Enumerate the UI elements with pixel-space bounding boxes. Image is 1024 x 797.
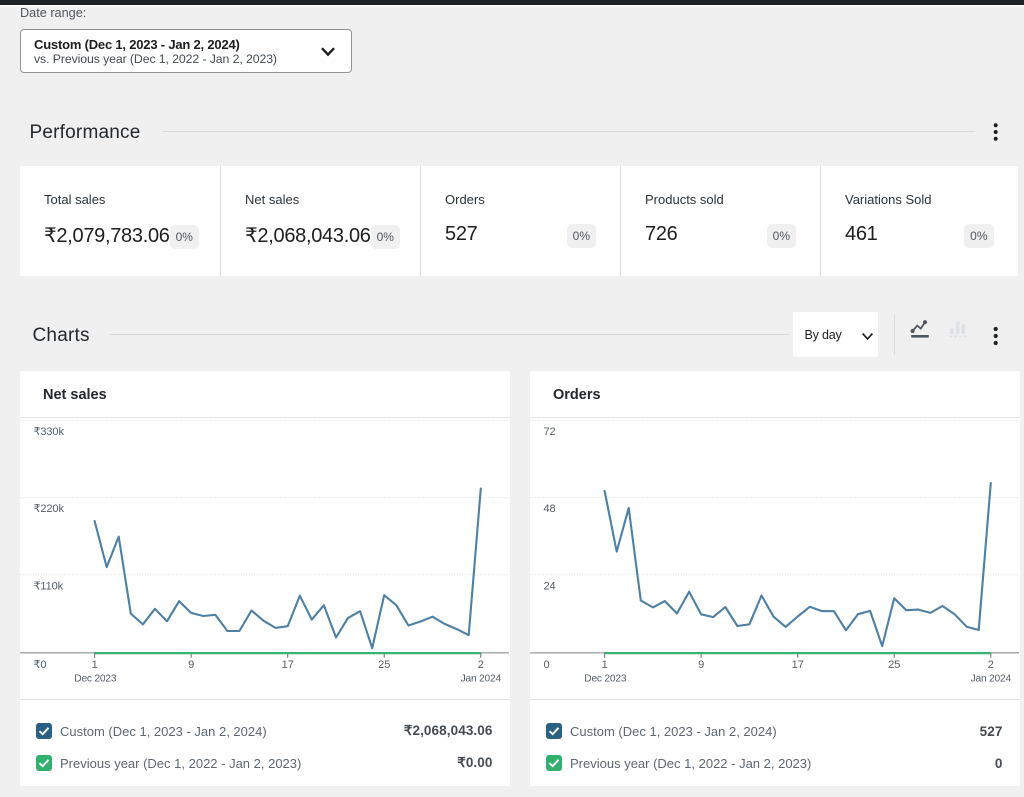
svg-text:1: 1 — [602, 659, 608, 671]
svg-text:72: 72 — [544, 426, 556, 438]
svg-text:Dec 2023: Dec 2023 — [584, 673, 627, 684]
svg-text:₹110k: ₹110k — [34, 580, 64, 592]
svg-text:25: 25 — [378, 659, 390, 671]
svg-text:Dec 2023: Dec 2023 — [74, 673, 117, 684]
svg-text:9: 9 — [698, 659, 704, 671]
svg-text:48: 48 — [544, 503, 556, 515]
svg-text:2: 2 — [478, 659, 484, 671]
svg-text:₹0: ₹0 — [34, 659, 47, 671]
svg-text:1: 1 — [92, 659, 98, 671]
svg-text:24: 24 — [544, 580, 556, 592]
svg-text:25: 25 — [888, 659, 900, 671]
svg-text:17: 17 — [282, 659, 294, 671]
svg-text:Jan 2024: Jan 2024 — [461, 673, 502, 684]
svg-text:17: 17 — [792, 659, 804, 671]
svg-text:9: 9 — [188, 659, 194, 671]
svg-text:Jan 2024: Jan 2024 — [971, 673, 1012, 684]
svg-text:₹220k: ₹220k — [34, 503, 65, 515]
svg-text:0: 0 — [544, 659, 550, 671]
svg-text:2: 2 — [988, 659, 994, 671]
svg-text:₹330k: ₹330k — [34, 426, 65, 438]
